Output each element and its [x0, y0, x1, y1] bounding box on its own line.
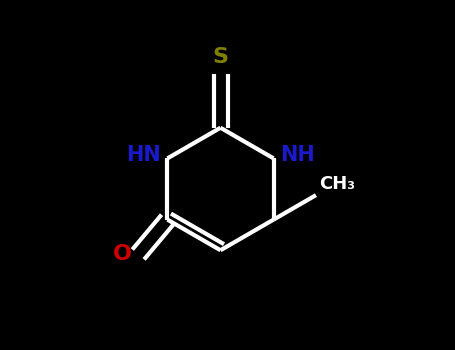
Text: S: S: [212, 47, 228, 67]
Text: NH: NH: [281, 145, 315, 165]
Text: O: O: [113, 245, 132, 265]
Text: CH₃: CH₃: [319, 175, 355, 193]
Text: HN: HN: [126, 145, 161, 165]
